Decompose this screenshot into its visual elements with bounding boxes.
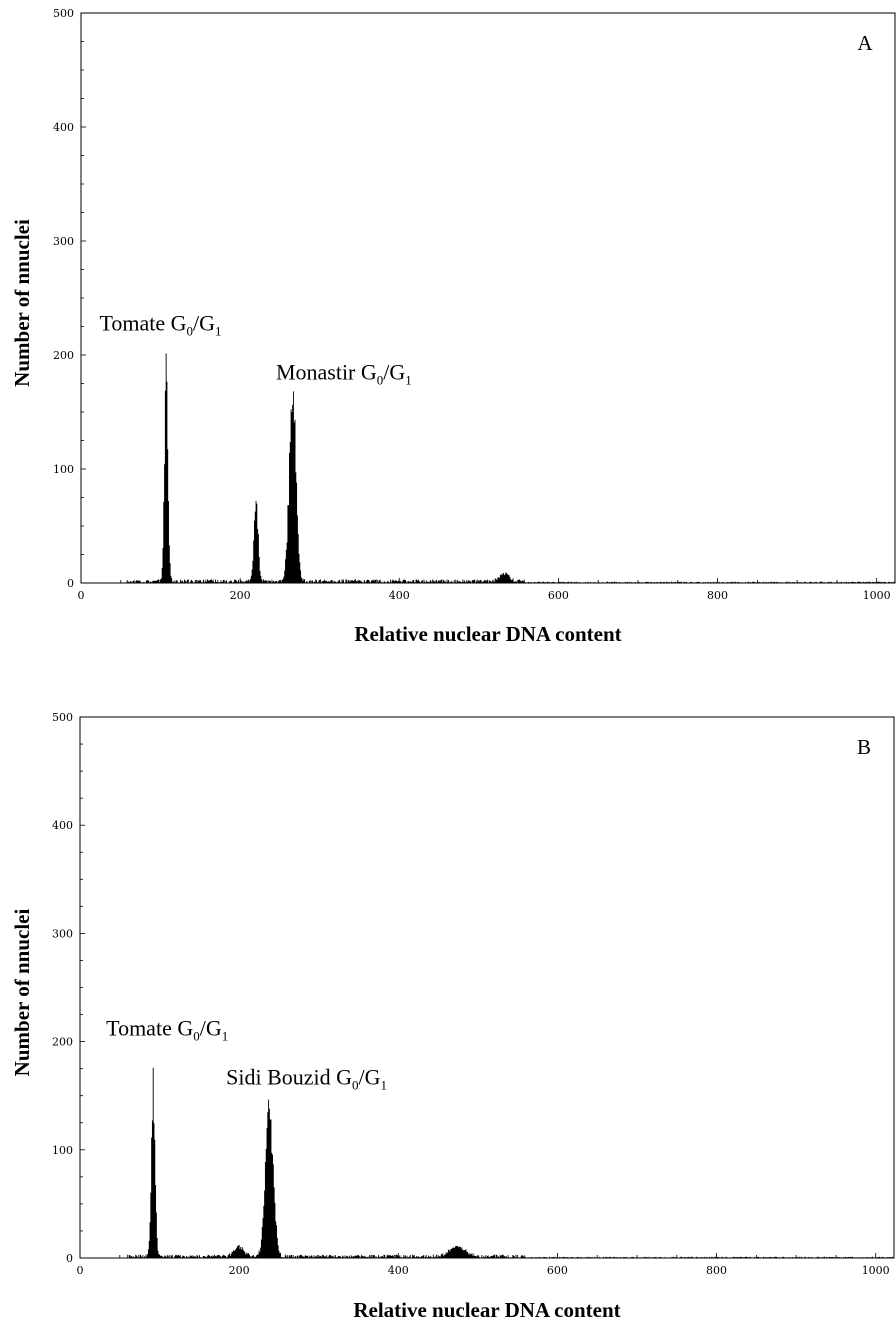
x-axis: 0 200 400 600 800 1000 [78,578,891,602]
annotation-sub2: 1 [405,373,412,388]
annotation-sub1: 0 [352,1077,359,1092]
panel-label: A [857,31,873,55]
annotation-name: Tomate [100,310,166,335]
annotation-mid: /G [383,360,405,385]
x-axis-title: Relative nuclear DNA content [353,1298,620,1322]
annotation-g-letter: G [165,310,187,335]
annotation-name: Tomate [106,1016,172,1041]
y-tick-label: 400 [53,121,74,134]
y-tick-label: 100 [53,463,74,476]
x-tick-label: 1000 [863,589,891,602]
annotation-g-letter: G [172,1016,194,1041]
y-tick-label: 200 [52,1036,73,1049]
x-tick-label: 0 [78,589,85,602]
plot-frame [80,12,896,584]
y-axis: 0 100 200 300 400 500 [52,711,85,1265]
annotation-mid: /G [200,1016,222,1041]
histogram-series [126,353,896,583]
x-tick-label: 800 [707,589,728,602]
x-axis-title: Relative nuclear DNA content [354,622,621,646]
histogram-bars [126,353,896,583]
y-tick-label: 500 [53,7,74,20]
annotation-g-letter: G [331,1064,353,1089]
x-tick-label: 800 [706,1264,727,1277]
x-tick-label: 600 [547,1264,568,1277]
peak-annotation: Monastir G0/G1 [276,360,412,388]
annotation-sub1: 0 [193,1029,200,1044]
annotation-mid: /G [193,310,215,335]
y-tick-label: 0 [66,1252,73,1265]
annotation-sub1: 0 [377,373,384,388]
y-tick-label: 100 [52,1144,73,1157]
y-tick-label: 200 [53,349,74,362]
peak-annotation: Tomate G0/G1 [100,310,222,338]
annotation-mid: /G [359,1064,381,1089]
histogram-series [127,1067,895,1258]
x-tick-label: 400 [388,1264,409,1277]
panel-a: 0 200 400 600 800 10000100200300400500Relativ… [10,7,896,646]
panel-b: 0 200 400 600 800 10000100200300400500Relativ… [10,711,895,1322]
x-tick-label: 200 [230,589,251,602]
x-tick-label: 600 [548,589,569,602]
x-axis: 0 200 400 600 800 1000 [77,1253,890,1277]
annotation-g-letter: G [355,360,377,385]
x-tick-label: 0 [77,1264,84,1277]
annotation-name: Monastir [276,360,356,385]
panel-label: B [857,735,871,759]
y-axis: 0 100 200 300 400 500 [53,7,86,590]
x-tick-label: 200 [229,1264,250,1277]
y-tick-label: 500 [52,711,73,724]
annotation-sub2: 1 [215,323,222,338]
y-tick-label: 400 [52,819,73,832]
annotation-sub1: 0 [187,323,194,338]
y-tick-label: 300 [52,927,73,940]
plot-frame [79,716,895,1259]
peak-annotation: Tomate G0/G1 [106,1016,228,1044]
x-tick-label: 400 [389,589,410,602]
y-axis-title: Number of nnuclei [10,219,34,387]
y-tick-label: 300 [53,235,74,248]
annotation-name: Sidi Bouzid [226,1064,331,1089]
x-tick-label: 1000 [862,1264,890,1277]
annotation-sub2: 1 [222,1029,229,1044]
histogram-bars [127,1067,895,1258]
annotation-sub2: 1 [381,1077,388,1092]
y-axis-title: Number of nnuclei [10,909,34,1077]
peak-annotation: Sidi Bouzid G0/G1 [226,1064,387,1092]
y-tick-label: 0 [67,577,74,590]
